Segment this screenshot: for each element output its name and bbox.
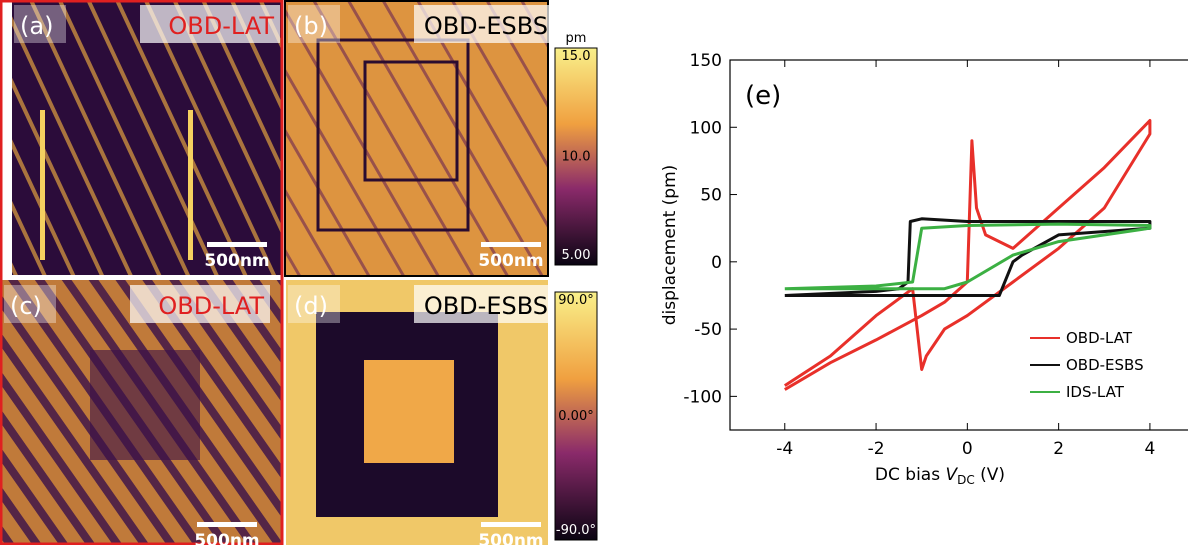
label-bg	[4, 285, 56, 323]
scale-bar	[197, 522, 257, 527]
y-tick-label: 150	[690, 51, 722, 71]
image-b	[316, 38, 470, 232]
frame	[284, 0, 549, 277]
x-label-part: DC	[957, 473, 975, 487]
y-tick-label: -50	[694, 320, 722, 340]
x-label-part: DC bias	[875, 465, 946, 485]
panel-label: (c)	[10, 292, 42, 320]
y-tick-label: -100	[683, 387, 722, 407]
scale-bar	[481, 242, 541, 247]
x-tick-label: 4	[1145, 439, 1156, 459]
panel-title: OBD-ESBS	[424, 12, 548, 40]
colorbar	[554, 47, 598, 266]
panel-title: OBD-LAT	[168, 12, 274, 40]
label-bg	[14, 5, 66, 43]
scale-label: 500nm	[478, 531, 543, 545]
colorbar-tick: 0.00°	[558, 409, 593, 424]
colorbar-tick: -90.0°	[556, 523, 596, 538]
x-tick-label: -2	[868, 439, 885, 459]
legend-label: IDS-LAT	[1066, 383, 1125, 401]
y-tick-label: 0	[711, 253, 722, 273]
scale-bar	[481, 522, 541, 527]
panel-label: (b)	[294, 12, 328, 40]
legend-label: OBD-LAT	[1066, 329, 1133, 347]
image-b	[363, 60, 459, 182]
title-bg	[140, 5, 280, 43]
x-tick-label: 2	[1053, 439, 1064, 459]
panel-title: OBD-ESBS	[424, 292, 548, 320]
image-a	[40, 110, 45, 260]
colorbar-tick: 5.00	[562, 248, 591, 263]
scale-label: 500nm	[194, 531, 259, 545]
series-line	[784, 222, 1152, 291]
colorbar-unit: pm	[566, 31, 587, 46]
x-label-part: V	[945, 465, 958, 485]
image-a	[12, 0, 282, 275]
colorbar	[554, 291, 598, 541]
annotation: (e)	[745, 81, 781, 111]
title-bg	[130, 285, 270, 323]
x-label-part: (V)	[975, 465, 1005, 485]
panel-label: (a)	[20, 12, 53, 40]
frame	[0, 0, 284, 546]
image-a	[188, 110, 193, 260]
y-tick-label: 50	[700, 186, 722, 206]
image-c	[90, 350, 200, 460]
scale-label: 500nm	[204, 251, 269, 271]
y-tick-label: 100	[690, 118, 722, 138]
plot-frame	[729, 59, 1188, 431]
series-line	[783, 119, 1152, 391]
legend-label: OBD-ESBS	[1066, 356, 1144, 374]
x-label: DC bias VDC (V)	[875, 465, 1005, 487]
x-tick-label: 0	[962, 439, 973, 459]
x-tick-label: -4	[776, 439, 793, 459]
colorbar-tick: 90.0°	[558, 293, 593, 308]
panel-label: (d)	[294, 292, 328, 320]
image-d	[364, 360, 454, 463]
colorbar-tick: 15.0	[562, 49, 591, 64]
scale-bar	[207, 242, 267, 247]
y-label: displacement (pm)	[660, 165, 680, 326]
images	[0, 0, 598, 546]
panel-title: OBD-LAT	[158, 292, 264, 320]
title-bg	[414, 5, 554, 43]
label-bg	[288, 285, 340, 323]
colorbar-tick: 10.0	[562, 150, 591, 165]
label-bg	[288, 5, 340, 43]
scale-label: 500nm	[478, 251, 543, 271]
title-bg	[414, 285, 554, 323]
